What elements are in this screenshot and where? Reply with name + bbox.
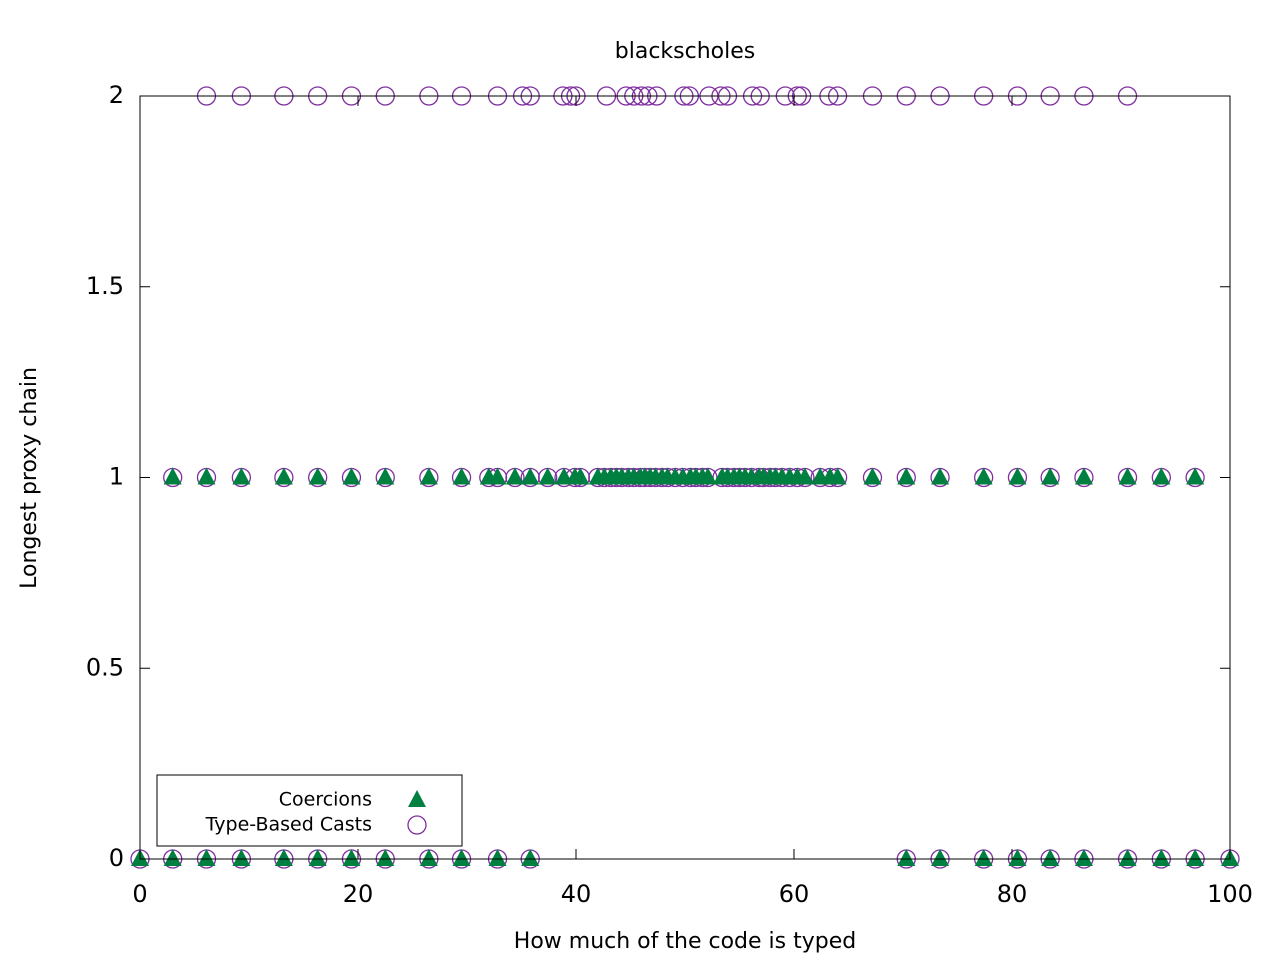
triangle-point (197, 849, 216, 866)
triangle-point (1041, 849, 1060, 866)
x-axis-label: How much of the code is typed (514, 929, 856, 954)
triangle-point (1008, 849, 1027, 866)
triangle-point (974, 467, 993, 485)
y-tick-label: 2 (109, 81, 124, 109)
triangle-point (232, 849, 251, 866)
triangle-point (897, 467, 916, 485)
triangle-point (308, 849, 327, 866)
triangle-point (1186, 467, 1205, 485)
triangle-point (505, 467, 524, 485)
x-tick-label: 40 (561, 880, 592, 908)
x-tick-label: 60 (779, 880, 810, 908)
triangle-point (1041, 467, 1060, 485)
triangle-point (571, 467, 590, 485)
y-tick-label: 1.5 (86, 272, 124, 300)
triangle-point (232, 467, 251, 485)
triangle-point (274, 467, 293, 485)
triangle-point (197, 467, 216, 485)
triangle-point (1152, 849, 1171, 866)
x-tick-label: 100 (1207, 880, 1253, 908)
triangle-point (828, 467, 847, 485)
triangle-point (376, 849, 395, 866)
triangle-point (274, 849, 293, 866)
triangle-point (419, 849, 438, 866)
triangle-point (974, 849, 993, 866)
legend-symbol (408, 790, 426, 807)
legend-label: Type-Based Casts (205, 814, 372, 836)
triangle-point (308, 467, 327, 485)
y-axis-label: Longest proxy chain (17, 367, 42, 589)
triangle-point (419, 467, 438, 485)
triangle-point (897, 849, 916, 866)
triangle-point (163, 467, 182, 485)
triangle-point (698, 467, 717, 485)
triangle-point (376, 467, 395, 485)
x-tick-label: 80 (997, 880, 1028, 908)
triangle-point (931, 849, 950, 866)
triangle-point (1074, 849, 1093, 866)
triangle-point (1186, 849, 1205, 866)
triangle-point (1118, 467, 1137, 485)
legend-box (156, 774, 463, 847)
triangle-point (521, 849, 540, 866)
triangle-point (163, 849, 182, 866)
x-tick-label: 0 (132, 880, 147, 908)
x-tick-label: 20 (343, 880, 374, 908)
triangle-point (1118, 849, 1137, 866)
triangle-point (863, 467, 882, 485)
triangle-point (452, 849, 471, 866)
y-tick-label: 0 (109, 844, 124, 872)
chart-title: blackscholes (615, 39, 755, 64)
y-tick-label: 1 (109, 463, 124, 491)
triangle-point (1152, 467, 1171, 485)
triangle-point (1008, 467, 1027, 485)
triangle-point (342, 467, 361, 485)
triangle-point (342, 849, 361, 866)
triangle-point (931, 467, 950, 485)
triangle-point (1074, 467, 1093, 485)
triangle-point (538, 467, 557, 485)
triangle-point (452, 467, 471, 485)
triangle-point (795, 467, 814, 485)
triangle-point (488, 849, 507, 866)
triangle-point (488, 467, 507, 485)
y-tick-label: 0.5 (86, 653, 124, 681)
legend-symbol (407, 815, 427, 835)
triangle-point (521, 467, 540, 485)
legend-label: Coercions (279, 789, 372, 811)
